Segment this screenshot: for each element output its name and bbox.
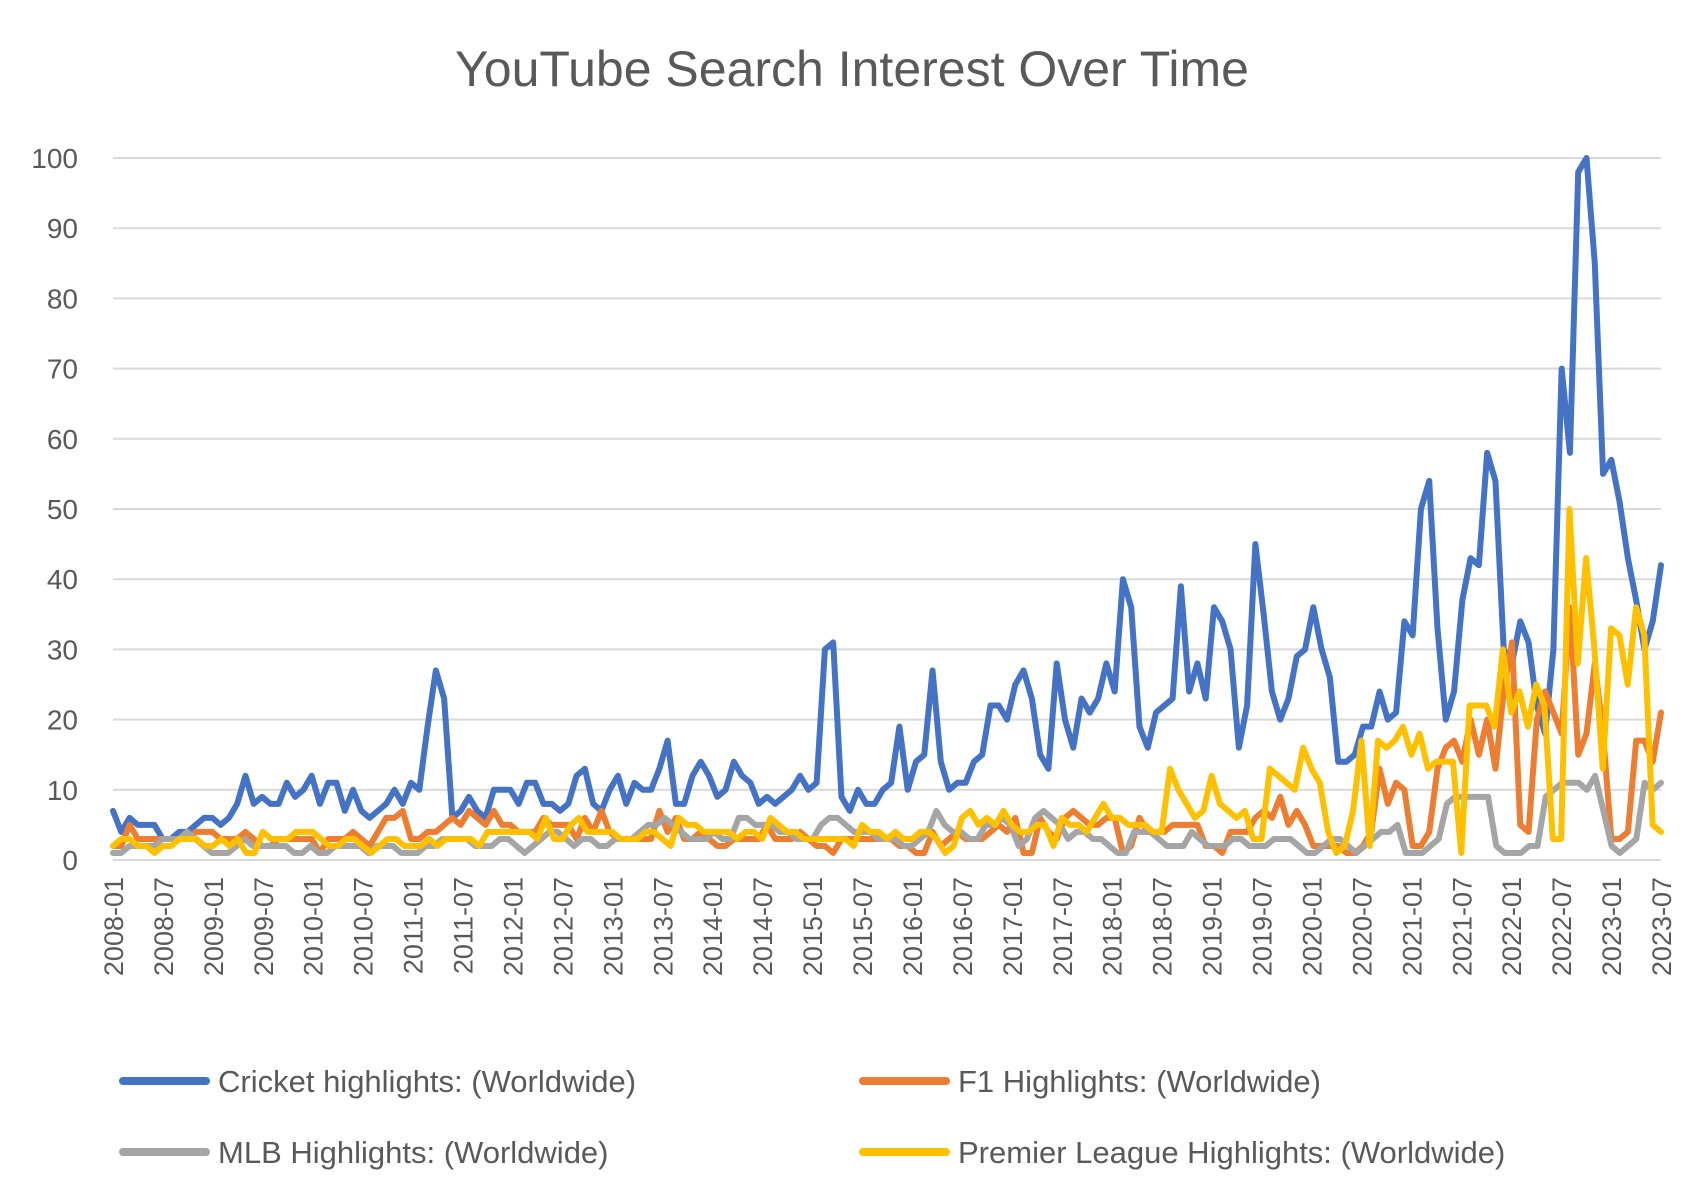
- x-tick-label: 2021-07: [1447, 877, 1477, 976]
- gridlines: [113, 157, 1661, 861]
- y-tick-label: 70: [47, 354, 78, 385]
- x-tick-label: 2008-07: [149, 877, 179, 976]
- chart-title: YouTube Search Interest Over Time: [455, 41, 1249, 97]
- legend-label: Cricket highlights: (Worldwide): [218, 1064, 636, 1099]
- y-tick-label: 30: [47, 634, 78, 665]
- x-tick-label: 2014-01: [698, 877, 728, 976]
- x-tick-label: 2020-07: [1347, 877, 1377, 976]
- x-tick-label: 2022-07: [1547, 877, 1577, 976]
- legend-label: MLB Highlights: (Worldwide): [218, 1135, 609, 1170]
- x-tick-label: 2023-01: [1597, 877, 1627, 976]
- x-tick-label: 2020-01: [1297, 877, 1327, 976]
- x-tick-label: 2021-01: [1397, 877, 1427, 976]
- y-tick-label: 0: [62, 845, 78, 876]
- x-tick-label: 2019-07: [1248, 877, 1278, 976]
- x-tick-label: 2016-01: [898, 877, 928, 976]
- x-tick-label: 2012-01: [498, 877, 528, 976]
- x-tick-label: 2010-01: [299, 877, 329, 976]
- x-tick-label: 2013-07: [648, 877, 678, 976]
- y-tick-label: 100: [31, 143, 78, 174]
- series-line-1: [110, 604, 1664, 856]
- series-lines: [110, 155, 1664, 856]
- y-tick-label: 90: [47, 213, 78, 244]
- legend: Cricket highlights: (Worldwide) F1 Highli…: [119, 1064, 1505, 1170]
- x-tick-label: 2013-01: [598, 877, 628, 976]
- x-tick-label: 2011-07: [449, 877, 479, 974]
- x-tick-label: 2008-01: [99, 877, 129, 976]
- x-tick-label: 2010-07: [349, 877, 379, 976]
- x-tick-label: 2015-07: [848, 877, 878, 976]
- x-tick-label: 2015-01: [798, 877, 828, 976]
- x-tick-label: 2017-01: [998, 877, 1028, 976]
- x-tick-label: 2019-01: [1198, 877, 1228, 976]
- x-tick-label: 2016-07: [948, 877, 978, 976]
- x-tick-label: 2023-07: [1647, 877, 1677, 976]
- y-tick-label: 20: [47, 705, 78, 736]
- legend-label: F1 Highlights: (Worldwide): [958, 1064, 1321, 1099]
- x-tick-label: 2017-07: [1048, 877, 1078, 976]
- x-tick-label: 2011-01: [399, 877, 429, 974]
- y-tick-label: 50: [47, 494, 78, 525]
- legend-label: Premier League Highlights: (Worldwide): [958, 1135, 1505, 1170]
- y-tick-label: 60: [47, 424, 78, 455]
- x-tick-label: 2009-07: [249, 877, 279, 976]
- x-axis-ticks: 2008-01 2008-07 2009-01 2009-07 2010-01 2010-…: [99, 877, 1677, 976]
- x-tick-label: 2014-07: [748, 877, 778, 976]
- x-tick-label: 2022-01: [1497, 877, 1527, 976]
- y-tick-label: 40: [47, 564, 78, 595]
- y-tick-label: 10: [47, 775, 78, 806]
- x-tick-label: 2018-07: [1148, 877, 1178, 976]
- x-tick-label: 2009-01: [199, 877, 229, 976]
- y-axis-ticks: 0 10 20 30 40 50 60 70 80 90 100: [31, 143, 78, 876]
- y-tick-label: 80: [47, 283, 78, 314]
- x-tick-label: 2018-01: [1098, 877, 1128, 976]
- series-line-0: [110, 155, 1664, 842]
- series-line-3: [110, 506, 1664, 856]
- x-tick-label: 2012-07: [548, 877, 578, 976]
